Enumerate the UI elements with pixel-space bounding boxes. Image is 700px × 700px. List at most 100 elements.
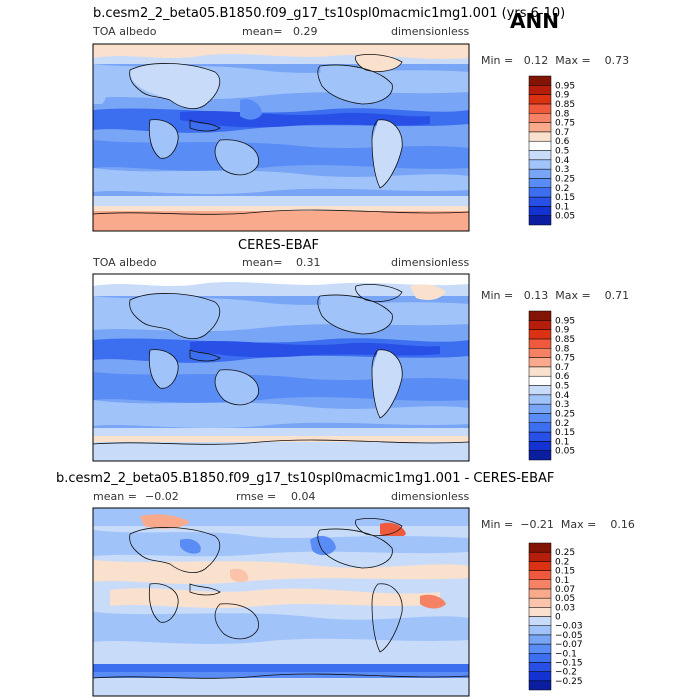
colorbar-tick-label: 0.95 (555, 316, 575, 326)
colorbar-swatch (528, 653, 552, 663)
colorbar-swatch (528, 551, 552, 562)
colorbar-tick-label: 0.7 (555, 363, 569, 373)
colorbar-swatch (528, 634, 552, 645)
colorbar-swatch (528, 366, 552, 377)
panel-2-mean-label: mean= (242, 256, 283, 269)
colorbar-swatch (528, 131, 552, 142)
colorbar-tick-label: 0.15 (555, 567, 575, 577)
colorbar-swatch (528, 662, 552, 672)
colorbar-swatch (528, 310, 552, 321)
colorbar-swatch (528, 329, 552, 340)
colorbar-swatch (528, 348, 552, 358)
colorbar-swatch (528, 168, 552, 179)
panel-1-title: b.cesm2_2_beta05.B1850.f09_g17_ts10spl0m… (93, 6, 566, 21)
panel-3-min-max: Min = −0.21 Max = 0.16 (481, 518, 635, 531)
colorbar-tick-label: 0.85 (555, 335, 575, 345)
colorbar-tick-label: 0.8 (555, 344, 570, 354)
panel-1-units: dimensionless (391, 25, 470, 38)
panel-1-mean-label: mean= (242, 25, 283, 38)
panel-3-map (93, 508, 469, 696)
colorbar-swatch (528, 206, 552, 216)
colorbar-swatch (528, 441, 552, 451)
colorbar-tick-label: 0.2 (555, 184, 569, 194)
colorbar-tick-label: 0.1 (555, 576, 569, 586)
colorbar-swatch (528, 422, 552, 433)
colorbar-swatch (528, 671, 552, 682)
colorbar-swatch (528, 413, 552, 424)
colorbar-swatch (528, 94, 552, 105)
colorbar-swatch (528, 178, 552, 189)
colorbar-tick-label: 0.25 (555, 548, 575, 558)
colorbar-swatch (528, 338, 552, 349)
colorbar-tick-label: 0.05 (555, 212, 575, 222)
colorbar-tick-label: 0.6 (555, 137, 570, 147)
colorbar-tick-label: −0.05 (555, 631, 583, 641)
panel-3-rmse-value: 0.04 (291, 490, 316, 503)
panel-2-title: CERES-EBAF (238, 238, 319, 253)
panel-2-map (93, 274, 469, 461)
colorbar-swatch (528, 375, 552, 386)
panel-3-title: b.cesm2_2_beta05.B1850.f09_g17_ts10spl0m… (56, 471, 555, 486)
colorbar-tick-label: 0.75 (555, 354, 575, 364)
season-label: ANN (510, 9, 559, 33)
colorbar-swatch (528, 561, 552, 571)
colorbar-tick-label: 0.03 (555, 603, 575, 613)
colorbar-swatch (528, 357, 552, 368)
colorbar-tick-label: 0.2 (555, 419, 569, 429)
colorbar-tick-label: 0.1 (555, 437, 569, 447)
colorbar-swatch (528, 403, 552, 414)
colorbar-swatch (528, 588, 552, 599)
panel-3-mean-label: mean = (93, 490, 137, 503)
panel-1-colorbar: 0.050.10.150.20.250.30.40.50.60.70.750.8… (528, 75, 575, 226)
colorbar-tick-label: −0.2 (555, 668, 577, 678)
colorbar-tick-label: −0.15 (555, 658, 583, 668)
colorbar-tick-label: 0.7 (555, 128, 569, 138)
colorbar-tick-label: 0.05 (555, 594, 575, 604)
colorbar-swatch (528, 431, 552, 442)
colorbar-swatch (528, 542, 552, 553)
panel-3-rmse-label: rmse = (236, 490, 277, 503)
colorbar-swatch (528, 616, 552, 626)
colorbar-swatch (528, 113, 552, 123)
colorbar-tick-label: 0.6 (555, 372, 570, 382)
colorbar-tick-label: 0.25 (555, 174, 575, 184)
colorbar-swatch (528, 450, 552, 461)
colorbar-tick-label: 0.8 (555, 109, 570, 119)
panel-3-mean-value: −0.02 (145, 490, 179, 503)
colorbar-swatch (528, 140, 552, 151)
colorbar-tick-label: 0.07 (555, 585, 575, 595)
colorbar-swatch (528, 75, 552, 86)
colorbar-swatch (528, 320, 552, 330)
colorbar-tick-label: 0.15 (555, 193, 575, 203)
colorbar-swatch (528, 85, 552, 95)
colorbar-swatch (528, 570, 552, 580)
colorbar-swatch (528, 597, 552, 608)
colorbar-tick-label: 0.5 (555, 382, 569, 392)
panel-1-frame (92, 43, 470, 232)
colorbar-swatch (528, 103, 552, 114)
colorbar-tick-label: 0.75 (555, 119, 575, 129)
colorbar-tick-label: −0.25 (555, 677, 583, 687)
colorbar-tick-label: 0.3 (555, 400, 569, 410)
colorbar-tick-label: 0.5 (555, 147, 569, 157)
panel-1-mean-value: 0.29 (293, 25, 318, 38)
colorbars: 0.050.10.150.20.250.30.40.50.60.70.750.8… (528, 75, 583, 691)
colorbar-tick-label: −0.03 (555, 622, 583, 632)
colorbar-tick-label: 0.2 (555, 557, 569, 567)
panel-3-units: dimensionless (391, 490, 470, 503)
colorbar-tick-label: 0.9 (555, 326, 570, 336)
colorbar-tick-label: 0.4 (555, 156, 570, 166)
colorbar-tick-label: 0.95 (555, 81, 575, 91)
panel-1-map (93, 44, 469, 231)
colorbar-swatch (528, 196, 552, 207)
panel-2-frame (92, 273, 470, 462)
colorbar-tick-label: 0.9 (555, 91, 570, 101)
panel-2-colorbar: 0.050.10.150.20.250.30.40.50.60.70.750.8… (528, 310, 575, 461)
colorbar-tick-label: 0.1 (555, 202, 569, 212)
colorbar-swatch (528, 122, 552, 133)
colorbar-swatch (528, 680, 552, 691)
colorbar-tick-label: 0.25 (555, 409, 575, 419)
colorbar-tick-label: 0.85 (555, 100, 575, 110)
colorbar-swatch (528, 215, 552, 226)
